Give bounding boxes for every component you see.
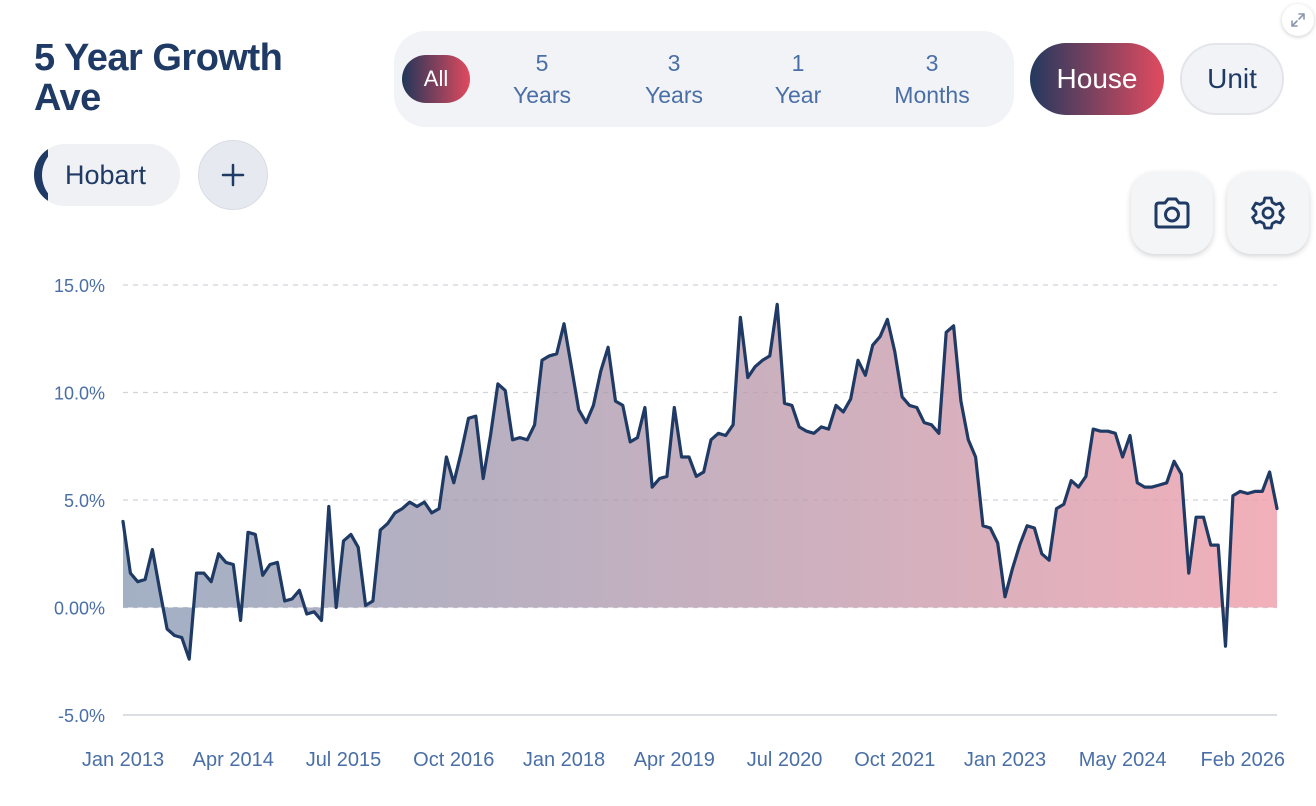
location-chip-label: Hobart xyxy=(65,159,147,190)
series-line-hobart[interactable] xyxy=(121,302,1279,661)
range-all-button[interactable]: All xyxy=(402,55,470,103)
x-tick-label: May 2024 xyxy=(1079,749,1167,771)
y-tick-label: 15.0% xyxy=(54,276,105,296)
range-5-years-button[interactable]: 5 Years xyxy=(482,45,602,113)
y-tick-label: -5.0% xyxy=(58,706,105,726)
y-tick-label: 0.00% xyxy=(54,599,105,619)
x-tick-label: Apr 2019 xyxy=(634,749,715,771)
x-tick-label: Apr 2014 xyxy=(193,749,274,771)
page-title: 5 Year Growth Ave xyxy=(34,37,283,119)
x-tick-label: Jan 2023 xyxy=(964,749,1046,771)
gear-icon xyxy=(1251,196,1285,230)
x-tick-label: Jul 2015 xyxy=(306,749,382,771)
y-tick-label: 5.0% xyxy=(64,491,105,511)
series-area-fill xyxy=(123,304,1277,660)
unit-toggle-button[interactable]: Unit xyxy=(1180,43,1284,115)
range-3-years-button[interactable]: 3 Years xyxy=(614,45,734,113)
x-tick-label: Jul 2020 xyxy=(747,749,823,771)
expand-icon xyxy=(1291,13,1305,27)
plus-icon xyxy=(221,163,245,187)
range-3-years-unit: Years xyxy=(645,82,703,108)
range-1-year-unit: Year xyxy=(774,82,822,108)
range-3-months-unit: Months xyxy=(894,82,970,108)
range-1-year-number: 1 xyxy=(791,50,805,76)
range-3-months-number: 3 xyxy=(925,50,939,76)
screenshot-button[interactable] xyxy=(1131,172,1213,254)
x-tick-label: Feb 2026 xyxy=(1200,749,1285,771)
range-5-years-unit: Years xyxy=(513,82,571,108)
add-location-button[interactable] xyxy=(198,140,268,210)
house-toggle-button[interactable]: House xyxy=(1030,43,1164,115)
x-tick-label: Jan 2013 xyxy=(82,749,164,771)
x-tick-label: Oct 2016 xyxy=(413,749,494,771)
expand-button[interactable] xyxy=(1282,4,1314,36)
time-range-selector: All 5 Years 3 Years 1 Year 3 Months xyxy=(394,31,1014,127)
range-5-years-number: 5 xyxy=(535,50,549,76)
range-1-year-button[interactable]: 1 Year xyxy=(738,45,858,113)
x-tick-label: Jan 2018 xyxy=(523,749,605,771)
y-tick-label: 10.0% xyxy=(54,384,105,404)
x-tick-label: Oct 2021 xyxy=(854,749,935,771)
camera-icon xyxy=(1154,197,1190,229)
settings-button[interactable] xyxy=(1227,172,1309,254)
range-3-years-number: 3 xyxy=(667,50,681,76)
range-3-months-button[interactable]: 3 Months xyxy=(872,45,992,113)
location-chip-hobart[interactable]: Hobart xyxy=(34,144,180,206)
